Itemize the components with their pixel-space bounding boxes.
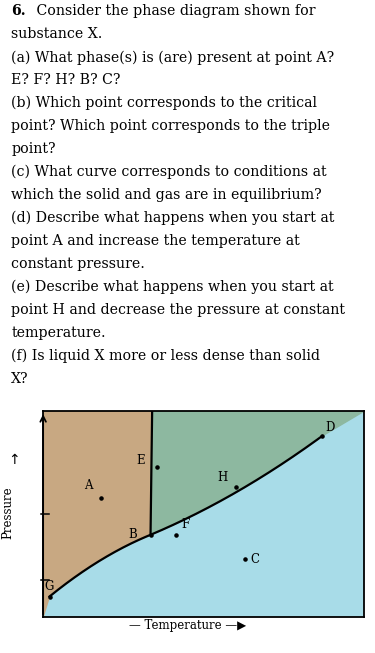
Text: (b) Which point corresponds to the critical: (b) Which point corresponds to the criti…: [11, 96, 317, 110]
Text: (e) Describe what happens when you start at: (e) Describe what happens when you start…: [11, 279, 334, 294]
Text: temperature.: temperature.: [11, 326, 106, 340]
Text: C: C: [250, 553, 259, 566]
Text: ↑: ↑: [8, 453, 20, 468]
Text: — Temperature —▶: — Temperature —▶: [129, 619, 246, 632]
Text: G: G: [45, 580, 54, 593]
Text: (d) Describe what happens when you start at: (d) Describe what happens when you start…: [11, 211, 334, 225]
Text: (f) Is liquid X more or less dense than solid: (f) Is liquid X more or less dense than …: [11, 349, 320, 363]
Text: 6.: 6.: [11, 5, 26, 18]
Text: A: A: [84, 479, 92, 492]
Text: E: E: [136, 454, 145, 468]
Text: which the solid and gas are in equilibrium?: which the solid and gas are in equilibri…: [11, 188, 322, 202]
Text: constant pressure.: constant pressure.: [11, 257, 145, 271]
Text: H: H: [217, 471, 228, 484]
Text: point H and decrease the pressure at constant: point H and decrease the pressure at con…: [11, 303, 345, 317]
Text: X?: X?: [11, 372, 29, 386]
Text: point? Which point corresponds to the triple: point? Which point corresponds to the tr…: [11, 119, 330, 133]
Text: Consider the phase diagram shown for: Consider the phase diagram shown for: [32, 5, 315, 18]
Text: D: D: [326, 421, 335, 434]
Polygon shape: [150, 411, 364, 535]
Text: E? F? H? B? C?: E? F? H? B? C?: [11, 73, 121, 88]
Text: B: B: [129, 528, 137, 541]
Text: point A and increase the temperature at: point A and increase the temperature at: [11, 234, 300, 248]
Text: (c) What curve corresponds to conditions at: (c) What curve corresponds to conditions…: [11, 165, 327, 180]
Text: Pressure: Pressure: [2, 486, 15, 539]
Text: (a) What phase(s) is (are) present at point A?: (a) What phase(s) is (are) present at po…: [11, 50, 334, 65]
Text: F: F: [182, 518, 190, 531]
Text: point?: point?: [11, 142, 56, 156]
Text: substance X.: substance X.: [11, 27, 103, 41]
Polygon shape: [43, 411, 152, 617]
